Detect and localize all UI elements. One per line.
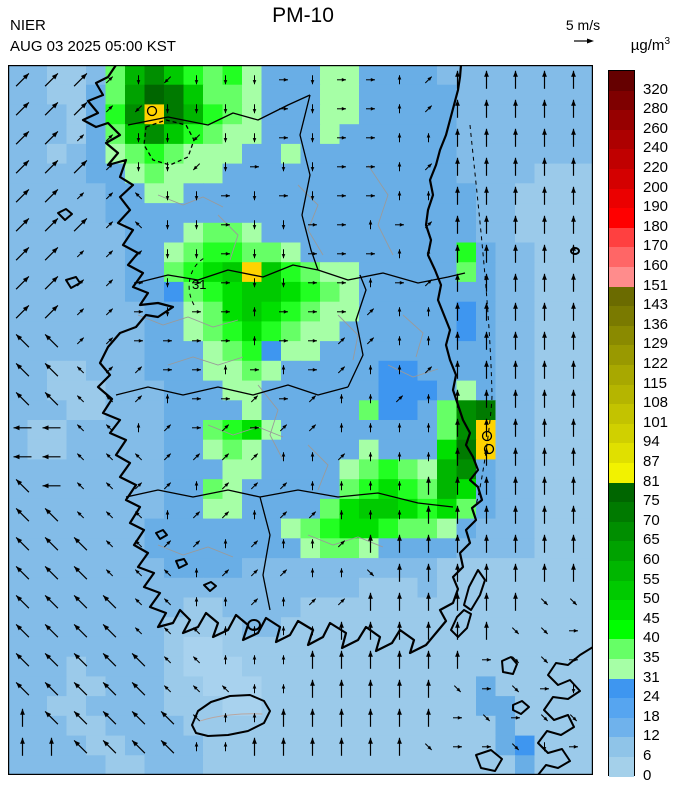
colorbar-tick-label: 280 (643, 100, 669, 118)
colorbar-segment (609, 286, 634, 307)
colorbar-segment (609, 208, 634, 229)
colorbar-tick-label: 65 (643, 531, 660, 549)
colorbar-segment (609, 600, 634, 621)
colorbar-segment (609, 659, 634, 680)
colorbar-segment (609, 619, 634, 640)
colorbar-tick-label: 35 (643, 649, 660, 666)
colorbar-segment (609, 561, 634, 582)
colorbar-segment (609, 149, 634, 170)
station-marker (146, 105, 158, 117)
colorbar-segment (609, 227, 634, 248)
page-title: PM-10 (272, 4, 334, 27)
colorbar-segment (609, 247, 634, 268)
colorbar-tick-label: 0 (643, 766, 652, 784)
colorbar-tick-label: 75 (643, 492, 660, 510)
colorbar-tick-label: 143 (643, 296, 669, 314)
colorbar-segment (609, 521, 634, 542)
colorbar-segment (609, 345, 634, 366)
station-marker (483, 443, 495, 455)
contour-label: 31 (192, 277, 206, 292)
colorbar-tick-label: 180 (643, 217, 669, 235)
colorbar-segment (609, 678, 634, 699)
colorbar-tick-label: 12 (643, 727, 660, 745)
colorbar-tick-label: 122 (643, 355, 669, 372)
colorbar-segment (609, 639, 634, 660)
station-marker (481, 430, 493, 442)
colorbar-units-label: µg/m3 (630, 36, 670, 54)
colorbar-tick-label: 70 (643, 511, 660, 529)
colorbar-segment (609, 169, 634, 190)
colorbar-tick-label: 18 (643, 707, 660, 725)
colorbar-segment (609, 541, 634, 562)
county-boundaries-layer (137, 164, 439, 558)
colorbar-tick-label: 220 (643, 159, 669, 176)
colorbar-segment (609, 365, 634, 386)
colorbar-tick-label: 87 (643, 453, 660, 470)
colorbar-tick-label: 260 (643, 119, 669, 137)
colorbar-segment (609, 306, 634, 327)
colorbar-tick-label: 115 (643, 374, 667, 392)
colorbar-tick-label: 151 (643, 276, 669, 294)
colorbar-segment (609, 737, 634, 758)
colorbar-tick-label: 40 (643, 629, 660, 647)
colorbar-tick-label: 170 (643, 237, 669, 255)
colorbar-segment (609, 580, 634, 601)
colorbar-tick-label: 6 (643, 747, 652, 764)
colorbar-segment (609, 110, 634, 131)
colorbar-tick-label: 60 (643, 551, 660, 568)
colorbar-segment (609, 482, 634, 503)
colorbar-segment (609, 698, 634, 719)
colorbar-segment (609, 188, 634, 209)
colorbar-segment (609, 443, 634, 464)
colorbar-segment (609, 423, 634, 444)
colorbar-tick-label: 160 (643, 257, 669, 274)
colorbar-tick-label: 81 (643, 472, 660, 490)
station-markers-layer (146, 105, 495, 455)
colorbar-tick-label: 108 (643, 394, 669, 412)
colorbar-tick-label: 320 (643, 80, 669, 98)
colorbar-segment (609, 325, 634, 346)
colorbar-tick-label: 129 (643, 335, 669, 353)
colorbar-segment (609, 129, 634, 150)
colorbar-segment (609, 463, 634, 484)
colorbar-segment (609, 717, 634, 738)
colorbar-segment (609, 71, 634, 92)
colorbar-segment (609, 404, 634, 425)
colorbar (608, 70, 635, 778)
wind-scale-arrow-icon (560, 34, 606, 48)
colorbar-tick-label: 94 (643, 433, 660, 451)
colorbar-tick-label: 101 (643, 413, 669, 431)
datetime-label: AUG 03 2025 05:00 KST (10, 38, 176, 55)
contour-labels-layer: 31 (192, 277, 206, 292)
colorbar-segment (609, 384, 634, 405)
colorbar-tick-label: 24 (643, 688, 660, 706)
colorbar-tick-label: 136 (643, 315, 669, 333)
pm10-concentration-map: 31 (8, 65, 593, 775)
heatmap-layer (8, 65, 593, 775)
colorbar-tick-label: 200 (643, 178, 669, 196)
colorbar-tick-label: 31 (643, 668, 660, 686)
colorbar-segment (609, 90, 634, 111)
wind-scale-label: 5 m/s (565, 17, 601, 33)
colorbar-segment (609, 502, 634, 523)
dashed-lines-layer (188, 124, 493, 506)
colorbar-tick-label: 45 (643, 609, 660, 627)
colorbar-segment (609, 757, 634, 778)
map-border (8, 65, 593, 775)
colorbar-segment (609, 267, 634, 288)
colorbar-tick-label: 50 (643, 590, 660, 608)
source-label: NIER (10, 17, 46, 34)
province-boundaries-layer (115, 94, 466, 611)
colorbar-tick-label: 190 (643, 198, 669, 216)
colorbar-tick-label: 240 (643, 139, 669, 157)
colorbar-tick-label: 55 (643, 570, 660, 588)
wind-arrows-layer (13, 70, 578, 756)
